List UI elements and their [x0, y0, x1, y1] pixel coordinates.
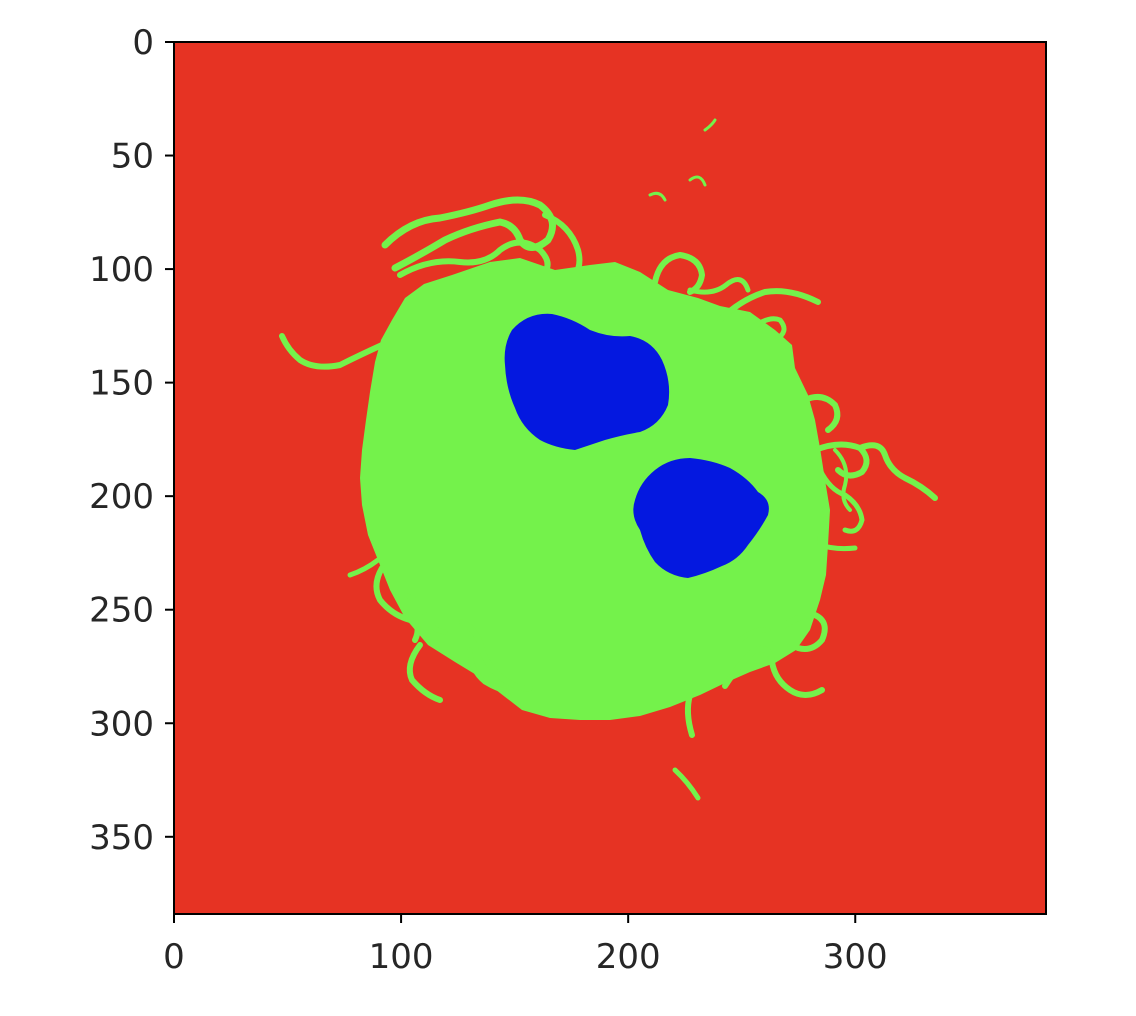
- y-tick-label: 50: [111, 137, 154, 177]
- x-axis: 0 100 200 300: [163, 914, 888, 977]
- y-axis: 0 50 100 150 200 250 300 350: [89, 23, 174, 858]
- segmentation-image: [279, 118, 938, 801]
- y-tick-label: 200: [89, 477, 154, 517]
- cell-protrusions: [279, 118, 938, 801]
- y-tick-label: 250: [89, 591, 154, 631]
- x-tick-label: 300: [823, 937, 888, 977]
- axes: [173, 41, 1047, 915]
- y-tick-label: 300: [89, 704, 154, 744]
- nucleus-lower: [633, 458, 769, 578]
- plot-frame: [173, 41, 1047, 915]
- x-tick-label: 0: [163, 937, 185, 977]
- y-tick-label: 0: [132, 23, 154, 63]
- y-tick-label: 100: [89, 250, 154, 290]
- cell-body-region: [360, 258, 830, 720]
- nucleus-upper: [504, 313, 670, 450]
- y-tick-label: 350: [89, 818, 154, 858]
- x-tick-label: 200: [596, 937, 661, 977]
- x-tick-label: 100: [369, 937, 434, 977]
- y-tick-label: 150: [89, 364, 154, 404]
